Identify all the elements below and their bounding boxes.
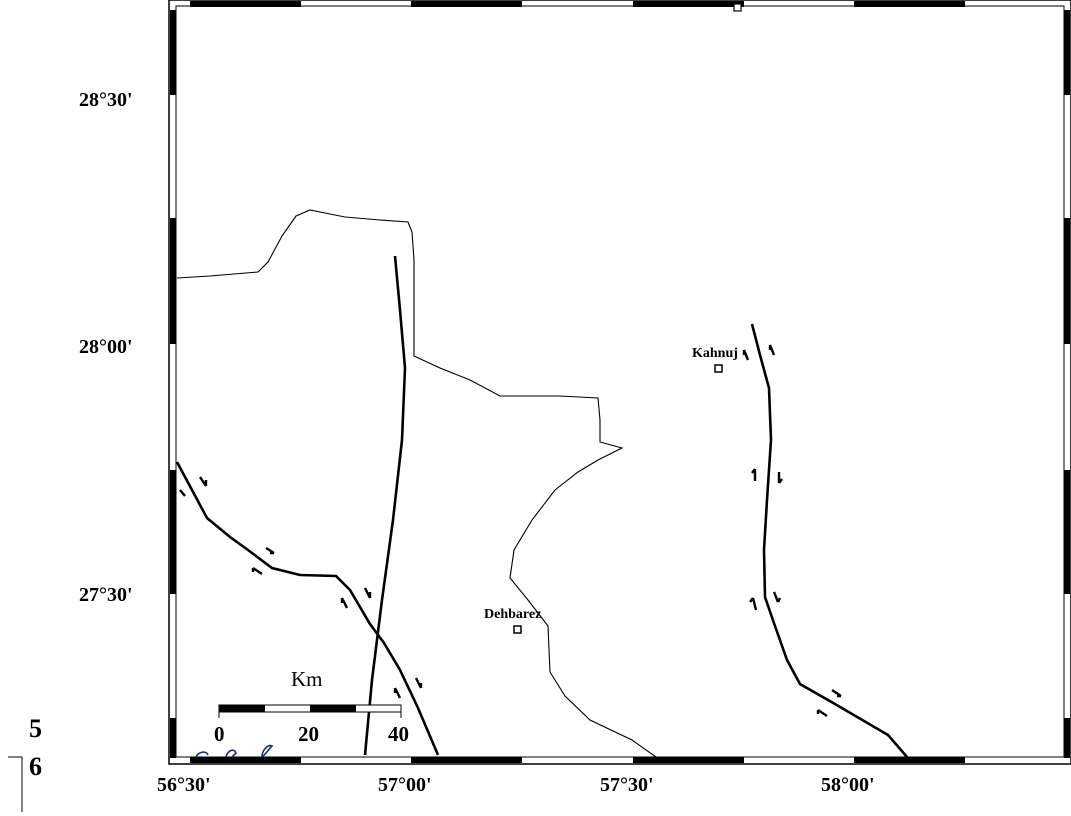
town-marker-icon bbox=[714, 364, 723, 373]
scale-tick-label: 40 bbox=[388, 722, 409, 746]
blue-map-symbols bbox=[195, 744, 274, 758]
page-number: 5 bbox=[29, 714, 42, 743]
page-number: 6 bbox=[29, 752, 42, 781]
scale-bar: Km 0 20 40 bbox=[214, 667, 409, 746]
scale-tick-label: 0 bbox=[214, 722, 225, 746]
scale-tick-label: 20 bbox=[298, 722, 319, 746]
fault-slip-arrows bbox=[179, 344, 842, 717]
latitude-label: 27°30' bbox=[79, 584, 133, 606]
fault-line-west bbox=[175, 461, 440, 756]
map-frame bbox=[168, 0, 1071, 765]
town-label: Dehbarez bbox=[484, 607, 541, 622]
longitude-label: 57°00' bbox=[378, 774, 432, 796]
border-marker bbox=[733, 3, 742, 12]
latitude-label: 28°00' bbox=[79, 336, 133, 358]
longitude-label: 57°30' bbox=[600, 774, 654, 796]
longitude-label: 56°30' bbox=[157, 774, 211, 796]
fault-line-east bbox=[750, 323, 908, 758]
fault-line-central bbox=[363, 255, 407, 756]
latitude-label: 28°30' bbox=[79, 89, 133, 111]
scale-unit-label: Km bbox=[291, 667, 323, 691]
town-dehbarez: Dehbarez bbox=[484, 607, 541, 634]
latitude-labels: 28°30' 28°00' 27°30' bbox=[79, 89, 133, 606]
longitude-label: 58°00' bbox=[821, 774, 875, 796]
province-boundary bbox=[176, 209, 657, 758]
page-numbers: 5 6 bbox=[8, 714, 42, 812]
town-label: Kahnuj bbox=[692, 346, 738, 361]
town-marker-icon bbox=[513, 625, 522, 634]
bracket-mark bbox=[8, 756, 23, 812]
longitude-labels: 56°30' 57°00' 57°30' 58°00' bbox=[157, 774, 875, 796]
town-kahnuj: Kahnuj bbox=[692, 346, 738, 373]
